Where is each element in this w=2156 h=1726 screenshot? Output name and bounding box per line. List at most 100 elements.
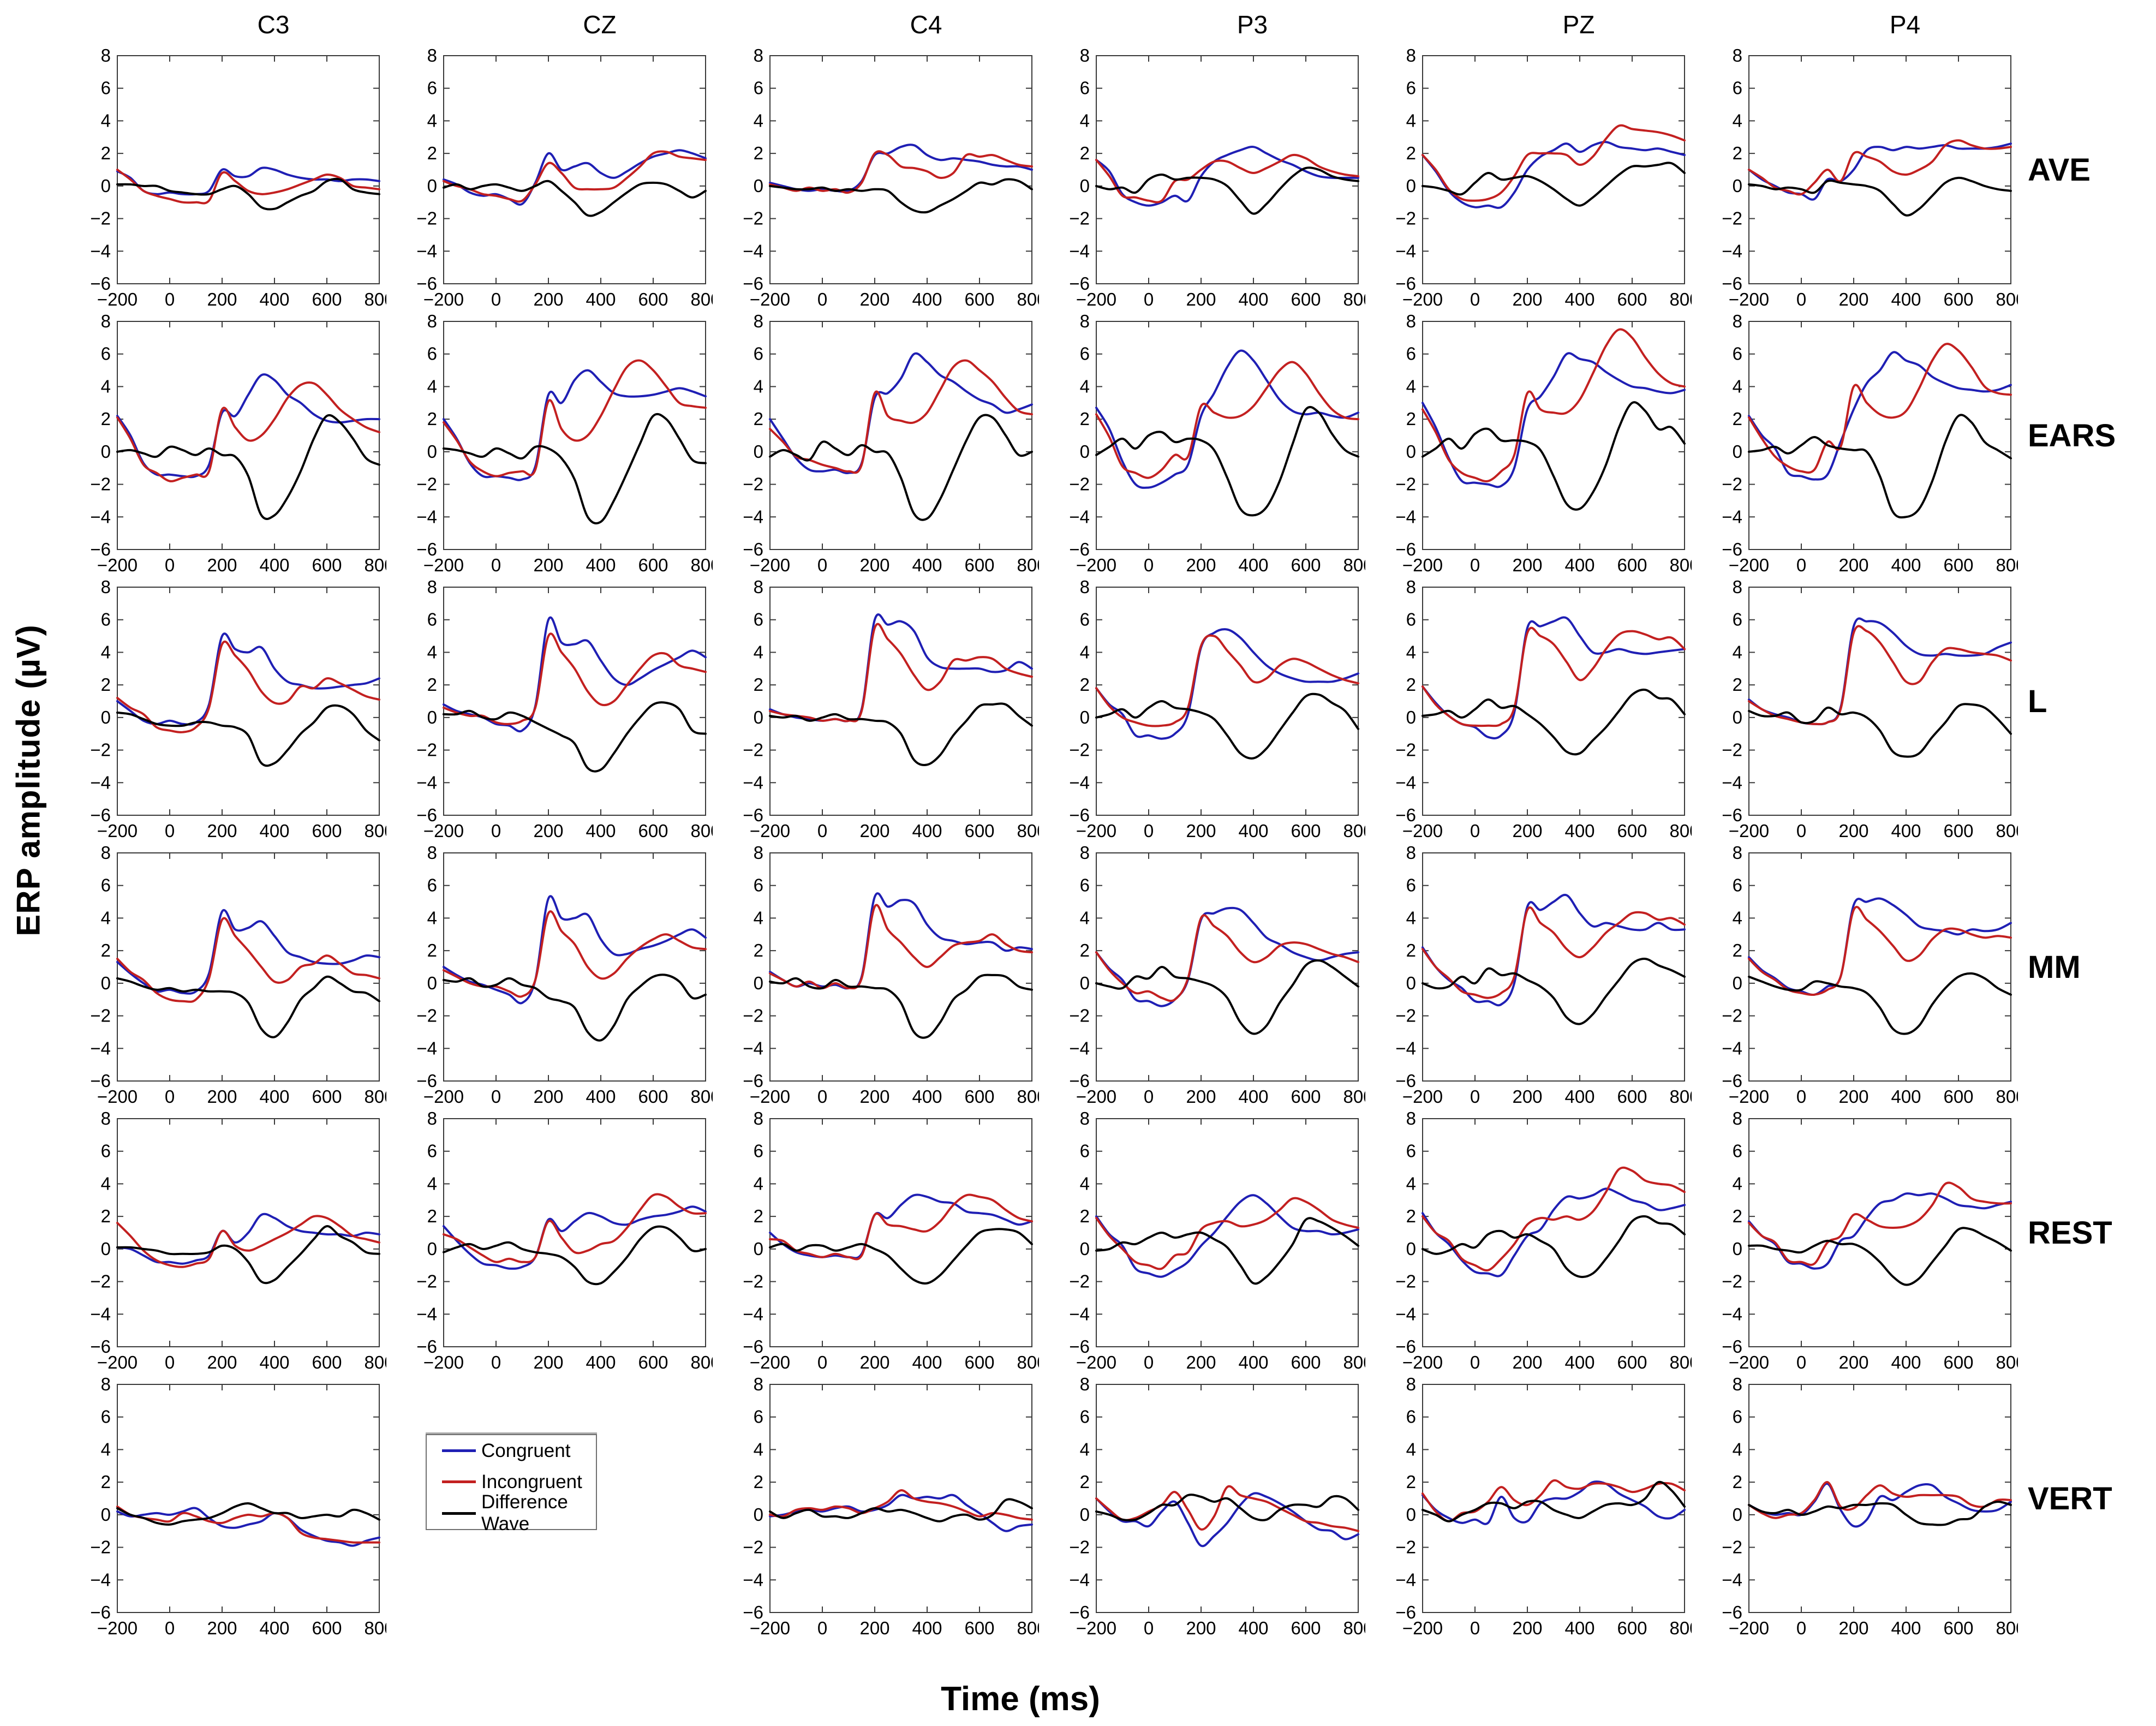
y-tick-label: 2: [1080, 940, 1090, 960]
y-tick-label: 6: [1080, 875, 1090, 895]
y-tick-label: 8: [427, 1111, 437, 1128]
y-tick-label: −2: [90, 1006, 111, 1026]
y-tick-label: 4: [1733, 376, 1742, 396]
congruent-curve: [769, 144, 1033, 193]
x-tick-label: 400: [1891, 555, 1921, 575]
y-tick-label: 8: [1080, 48, 1090, 65]
congruent-curve: [1422, 1480, 1686, 1525]
x-tick-label: 200: [1186, 821, 1216, 841]
y-tick-label: 8: [1406, 314, 1416, 331]
y-tick-label: −4: [90, 1304, 111, 1324]
x-tick-label: 0: [491, 821, 501, 841]
y-tick-label: 2: [1406, 674, 1416, 695]
x-tick-label: 800: [1996, 289, 2018, 309]
y-tick-label: −4: [1395, 506, 1416, 527]
x-tick-label: −200: [1402, 821, 1443, 841]
subplot-canvas-AVE-PZ: −200 0 200 400 600 800 8 6 4 2 0 −2 −4 −6: [1395, 45, 1699, 309]
x-tick-label: −200: [1076, 1618, 1116, 1638]
y-tick-label: 0: [754, 441, 763, 462]
x-tick-label: 400: [259, 289, 289, 309]
legend-label: Difference Wave: [481, 1491, 568, 1535]
x-tick-label: 0: [1796, 555, 1806, 575]
x-tick-label: 400: [586, 289, 616, 309]
y-tick-label: 6: [101, 610, 111, 630]
column-header-P4: P4: [1889, 10, 1921, 39]
y-tick-label: 8: [101, 1377, 111, 1394]
y-tick-label: 2: [1733, 940, 1742, 960]
y-tick-label: 4: [1080, 642, 1090, 662]
y-tick-label: 0: [754, 707, 763, 727]
x-tick-label: −200: [423, 1352, 464, 1372]
y-tick-label: 6: [427, 344, 437, 364]
y-tick-label: 4: [1406, 1439, 1416, 1459]
difference-curve: [1748, 176, 2012, 217]
difference-curve: [116, 1225, 380, 1285]
y-tick-label: 8: [1080, 314, 1090, 331]
y-tick-label: 0: [101, 1504, 111, 1525]
x-tick-label: 800: [690, 555, 713, 575]
x-tick-label: 200: [207, 821, 237, 841]
axes-box: [1422, 1384, 1685, 1613]
subplot-MM-P3: −200 0 200 400 600 800 8 6 4 2 0 −2 −4 −6: [1039, 843, 1373, 1111]
y-tick-label: 6: [1080, 344, 1090, 364]
x-axis-label: Time (ms): [941, 1680, 1100, 1718]
y-tick-label: −6: [1395, 1071, 1416, 1091]
x-tick-label: −200: [750, 555, 790, 575]
difference-curve: [1748, 414, 2012, 519]
incongruent-curve: [1422, 328, 1686, 483]
x-tick-label: 600: [1291, 289, 1321, 309]
y-tick-label: −2: [1395, 1271, 1416, 1292]
difference-curve: [769, 702, 1033, 766]
x-tick-label: 0: [491, 1352, 501, 1372]
y-tick-label: −2: [1069, 208, 1090, 229]
y-tick-label: 4: [101, 1173, 111, 1193]
y-tick-label: −2: [1395, 740, 1416, 760]
y-tick-label: −6: [1722, 1336, 1742, 1357]
x-tick-label: −200: [1076, 1352, 1116, 1372]
subplot-canvas-MM-P4: −200 0 200 400 600 800 8 6 4 2 0 −2 −4 −6: [1722, 843, 2026, 1107]
x-tick-label: 200: [1186, 1618, 1216, 1638]
axes-box: [1096, 852, 1359, 1082]
y-tick-label: 4: [1733, 1439, 1742, 1459]
incongruent-curve: [1095, 361, 1359, 479]
y-tick-label: 2: [754, 940, 763, 960]
y-tick-label: 8: [427, 845, 437, 863]
subplot-AVE-PZ: −200 0 200 400 600 800 8 6 4 2 0 −2 −4 −6: [1365, 45, 1699, 314]
y-tick-label: −6: [1722, 273, 1742, 294]
axes-box: [769, 587, 1032, 816]
y-tick-label: 0: [101, 1239, 111, 1259]
y-tick-label: 2: [754, 143, 763, 163]
axes-box: [117, 55, 380, 284]
x-tick-label: 0: [1144, 1086, 1154, 1107]
y-tick-label: −4: [416, 1038, 437, 1058]
y-tick-label: 6: [101, 1407, 111, 1427]
y-tick-label: −2: [90, 474, 111, 494]
y-tick-label: 8: [427, 314, 437, 331]
y-tick-label: 4: [101, 642, 111, 662]
x-tick-label: 800: [1996, 1618, 2018, 1638]
difference-curve: [1095, 166, 1359, 215]
y-tick-label: 4: [1733, 1173, 1742, 1193]
y-tick-label: 8: [427, 580, 437, 597]
x-tick-label: 0: [1796, 289, 1806, 309]
x-tick-label: −200: [1402, 289, 1443, 309]
y-tick-label: −4: [90, 772, 111, 792]
y-tick-label: −6: [743, 539, 763, 559]
x-tick-label: 0: [491, 555, 501, 575]
y-tick-label: −2: [743, 474, 763, 494]
y-tick-label: 4: [1733, 110, 1742, 130]
x-tick-label: 800: [690, 821, 713, 841]
x-tick-label: 400: [259, 821, 289, 841]
congruent-line-swatch: [442, 1449, 476, 1453]
y-tick-label: −4: [743, 1038, 763, 1058]
y-tick-label: 2: [427, 143, 437, 163]
x-tick-label: 400: [912, 1086, 942, 1107]
x-tick-label: 400: [1891, 1086, 1921, 1107]
y-tick-label: 0: [1733, 973, 1742, 993]
incongruent-curve: [116, 917, 380, 1003]
congruent-curve: [1095, 1194, 1359, 1278]
y-tick-label: 4: [101, 376, 111, 396]
y-tick-label: 4: [1406, 1173, 1416, 1193]
x-tick-label: 0: [165, 1086, 175, 1107]
y-tick-label: 6: [754, 1407, 763, 1427]
